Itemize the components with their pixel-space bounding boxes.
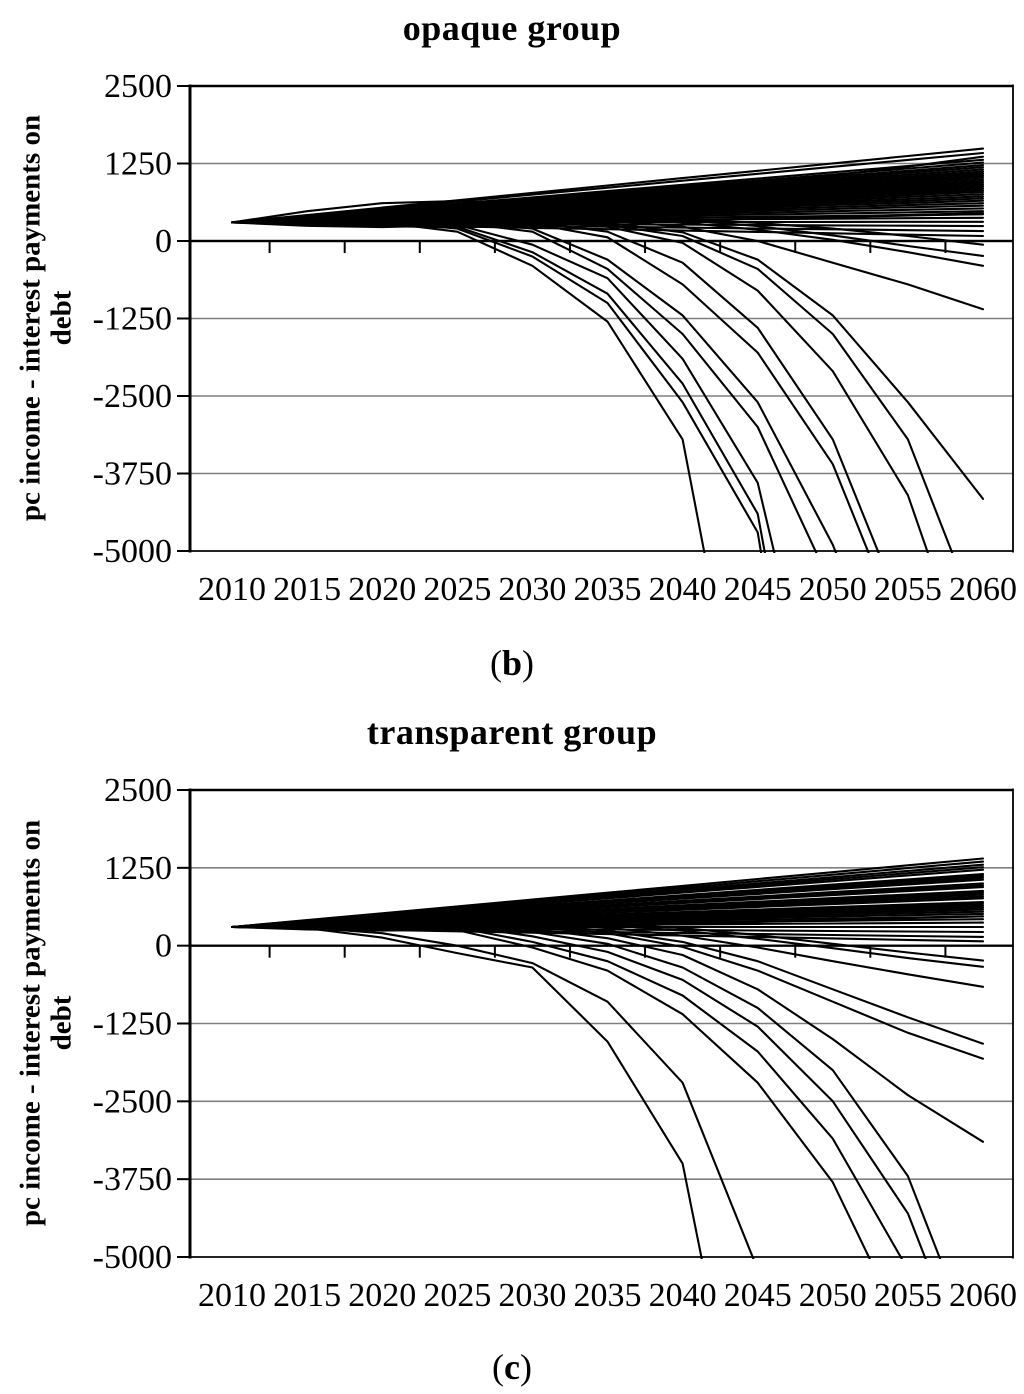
- x-tick-label: 2045: [724, 571, 792, 608]
- caption-close-paren: ): [522, 643, 535, 683]
- trajectory-line: [231, 922, 927, 1259]
- y-tick-label: 2500: [104, 68, 172, 105]
- x-tick-label: 2050: [799, 571, 867, 608]
- x-tick-label: 2040: [649, 571, 717, 608]
- caption-letter-c: c: [504, 1347, 520, 1387]
- y-tick-label: 1250: [104, 146, 172, 183]
- x-tick-label: 2050: [799, 1277, 867, 1314]
- trajectory-line: [231, 216, 930, 553]
- trajectory-line: [231, 214, 985, 246]
- y-tick-label: 1250: [104, 850, 172, 887]
- y-tick-label: -2500: [93, 1083, 172, 1120]
- x-tick-label: 2045: [724, 1277, 792, 1314]
- y-axis-title-line1: pc income - interest payments on: [14, 819, 47, 1227]
- x-tick-label: 2010: [198, 571, 266, 608]
- x-tick-label: 2010: [198, 1277, 266, 1314]
- x-tick-label: 2030: [498, 571, 566, 608]
- trajectory-line: [231, 220, 763, 553]
- figure-caption-c: (c): [0, 1347, 1024, 1387]
- x-tick-label: 2025: [423, 1277, 491, 1314]
- y-tick-label: -1250: [93, 1006, 172, 1043]
- y-tick-label: -1250: [93, 301, 172, 338]
- trajectory-line: [231, 220, 766, 553]
- chart-c-y-axis-title: pc income - interest payments on debt: [14, 791, 78, 1256]
- x-tick-label: 2060: [949, 571, 1017, 608]
- y-tick-label: 0: [155, 223, 172, 260]
- chart-b-y-axis-title: pc income - interest payments on debt: [14, 86, 78, 551]
- trajectory-line: [231, 217, 870, 553]
- trajectory-line: [231, 151, 985, 224]
- y-tick-label: -3750: [93, 1161, 172, 1198]
- trajectory-line: [231, 925, 755, 1259]
- x-tick-label: 2060: [949, 1277, 1017, 1314]
- figure-caption-b: (b): [0, 643, 1024, 683]
- x-tick-label: 2015: [273, 571, 341, 608]
- x-tick-label: 2030: [498, 1277, 566, 1314]
- trajectory-line: [231, 220, 706, 553]
- y-tick-label: -5000: [93, 1239, 172, 1276]
- x-tick-label: 2055: [874, 1277, 942, 1314]
- y-tick-label: -3750: [93, 456, 172, 493]
- caption-letter-b: b: [501, 643, 523, 683]
- x-tick-label: 2035: [574, 1277, 642, 1314]
- y-tick-label: -5000: [93, 533, 172, 570]
- x-tick-label: 2025: [423, 571, 491, 608]
- y-axis-title-line2: debt: [45, 995, 78, 1051]
- x-tick-label: 2015: [273, 1277, 341, 1314]
- x-tick-label: 2020: [348, 571, 416, 608]
- trajectory-line: [231, 924, 871, 1259]
- y-tick-label: 2500: [104, 772, 172, 809]
- trajectory-line: [231, 921, 985, 1045]
- x-tick-label: 2035: [574, 571, 642, 608]
- trajectory-line: [231, 155, 985, 224]
- caption-open-paren: (: [489, 643, 502, 683]
- x-tick-label: 2040: [649, 1277, 717, 1314]
- x-tick-label: 2020: [348, 1277, 416, 1314]
- chart-c-title: transparent group: [366, 712, 658, 752]
- y-tick-label: 0: [155, 928, 172, 965]
- series-group-b: [231, 147, 985, 553]
- y-tick-label: -2500: [93, 378, 172, 415]
- trajectory-line: [231, 925, 703, 1259]
- caption-close-paren: ): [519, 1347, 532, 1387]
- x-tick-label: 2055: [874, 571, 942, 608]
- chart-b-title: opaque group: [402, 8, 622, 48]
- y-axis-title-line1: pc income - interest payments on: [14, 114, 47, 522]
- caption-open-paren: (: [492, 1347, 504, 1387]
- y-axis-title-line2: debt: [45, 290, 78, 346]
